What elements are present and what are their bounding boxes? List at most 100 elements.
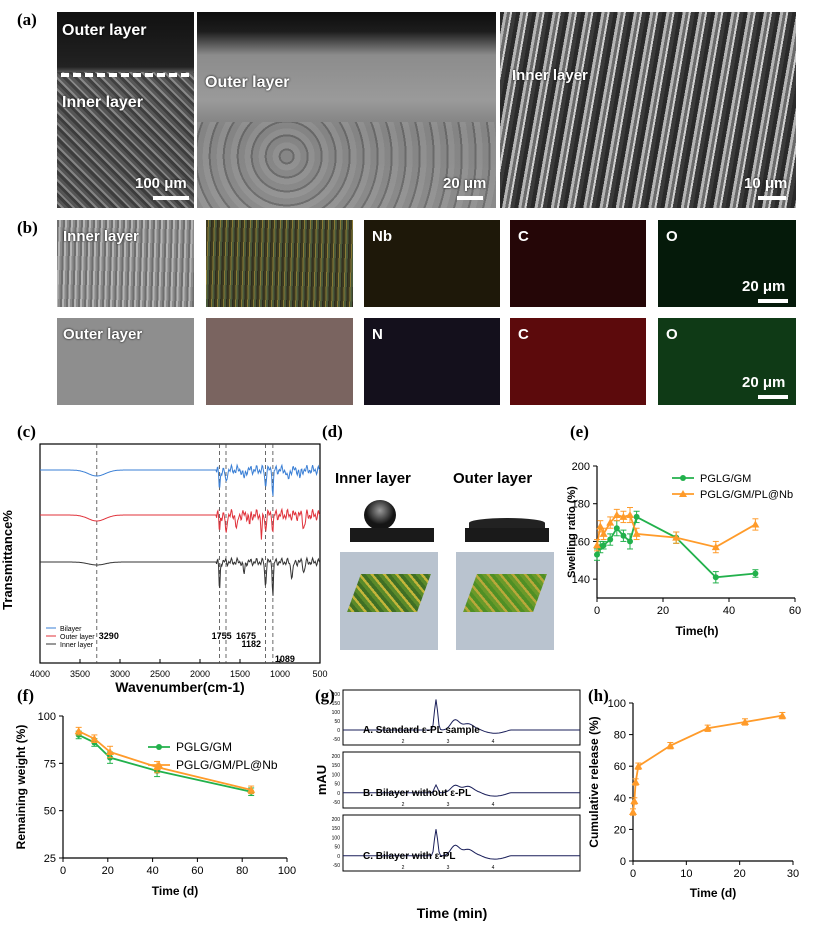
legend-marker [679, 490, 687, 497]
y-tick-label: -50 [333, 737, 340, 743]
3d-surface-outer [456, 552, 554, 650]
x-tick-label: 0 [60, 865, 66, 877]
y-tick-label: 40 [614, 793, 626, 805]
scale-label: 20 μm [443, 175, 487, 192]
x-tick-label: 2 [402, 802, 405, 808]
element-label-nb: Nb [372, 228, 392, 245]
outer-layer-label: Outer layer [205, 74, 290, 91]
y-tick-label: 0 [337, 728, 340, 734]
scale-bar [758, 196, 786, 200]
data-point [613, 525, 620, 532]
panel-label-h: (h) [588, 686, 609, 705]
layer-boundary-line [61, 73, 189, 77]
sem-image-inner-layer: Inner layer 10 μm [500, 12, 796, 208]
y-tick-label: 0 [620, 856, 626, 868]
y-tick-label: 100 [38, 711, 56, 723]
series-line-inner-layer [40, 556, 321, 596]
peak-label: 1182 [241, 639, 261, 649]
data-point [631, 778, 640, 785]
x-tick-label: 500 [312, 669, 327, 679]
eds-map-nb: Nb [364, 220, 500, 307]
scale-bar [758, 299, 788, 303]
data-point [778, 711, 787, 719]
eds-overlay-map [206, 318, 353, 405]
y-tick-label: 50 [334, 845, 340, 851]
peak-label: 3290 [99, 631, 119, 641]
inner-layer-label: Inner layer [335, 470, 411, 487]
x-tick-label: 3 [447, 739, 450, 745]
data-point [630, 796, 639, 804]
eds-map-c: C [510, 220, 646, 307]
x-axis-label: Time(h) [675, 624, 718, 638]
x-axis-label: Time (min) [417, 905, 488, 921]
y-tick-label: 100 [332, 710, 341, 716]
x-tick-label: 60 [191, 865, 203, 877]
x-tick-label: 4 [492, 739, 495, 745]
eds-map-n: N [364, 318, 500, 405]
y-tick-label: 100 [332, 835, 341, 841]
element-label-o: O [666, 326, 678, 343]
scale-label: 100 μm [135, 175, 187, 192]
y-tick-label: 100 [332, 772, 341, 778]
scale-bar [457, 196, 483, 200]
eds-map-o: O 20 μm [658, 220, 796, 307]
y-tick-label: 80 [614, 730, 626, 742]
x-tick-label: 0 [594, 605, 600, 617]
y-tick-label: 150 [332, 701, 341, 707]
data-point [632, 529, 641, 537]
panel-label-b: (b) [17, 218, 38, 237]
3d-surface-inner [340, 552, 438, 650]
data-point [634, 762, 643, 770]
y-tick-label: 50 [44, 806, 56, 818]
y-tick-label: 140 [572, 574, 590, 586]
x-tick-label: 80 [236, 865, 248, 877]
y-axis-label: Transmittance% [0, 510, 15, 610]
x-tick-label: 3500 [70, 669, 90, 679]
data-point [626, 511, 634, 519]
x-tick-label: 20 [657, 605, 669, 617]
x-tick-label: 4 [492, 865, 495, 871]
chromatogram-trace [343, 699, 580, 734]
data-point [752, 570, 759, 577]
inner-layer-label: Inner layer [63, 228, 139, 245]
legend-label: PGLG/GM/PL@Nb [176, 758, 278, 772]
x-axis-label: Wavenumber(cm-1) [115, 679, 244, 695]
panel-label-e: (e) [570, 422, 589, 441]
x-axis-label: Time (d) [690, 886, 736, 900]
legend-label: PGLG/GM [700, 473, 751, 485]
y-tick-label: 75 [44, 758, 56, 770]
data-point [74, 727, 83, 735]
scale-label: 20 μm [742, 278, 786, 295]
y-tick-label: 0 [337, 791, 340, 797]
data-point [247, 785, 256, 793]
data-point [593, 541, 601, 549]
data-point [607, 536, 614, 543]
legend-label: Bilayer [60, 626, 82, 633]
x-tick-label: 3 [447, 802, 450, 808]
x-tick-label: 2500 [150, 669, 170, 679]
element-label-c: C [518, 326, 529, 343]
y-tick-label: 20 [614, 824, 626, 836]
legend-label: PGLG/GM/PL@Nb [700, 489, 793, 501]
data-point [666, 741, 675, 749]
element-label-n: N [372, 326, 383, 343]
panel-label-c: (c) [17, 422, 36, 441]
data-point [606, 518, 615, 526]
y-tick-label: -50 [333, 863, 340, 869]
sem-image-cross-section: Outer layer Inner layer 100 μm [57, 12, 194, 208]
x-tick-label: 40 [723, 605, 735, 617]
y-tick-label: 150 [332, 826, 341, 832]
x-tick-label: 4 [492, 802, 495, 808]
element-label-o: O [666, 228, 678, 245]
hplc-subplot-frame [342, 751, 581, 809]
scale-bar [758, 395, 788, 399]
scale-bar [153, 196, 189, 200]
sem-image-outer-layer: Outer layer 20 μm [197, 12, 496, 208]
x-tick-label: 2 [402, 865, 405, 871]
y-tick-label: 160 [572, 536, 590, 548]
subplot-label: C. Bilayer with ε-PL [363, 851, 456, 862]
y-tick-label: 25 [44, 853, 56, 865]
